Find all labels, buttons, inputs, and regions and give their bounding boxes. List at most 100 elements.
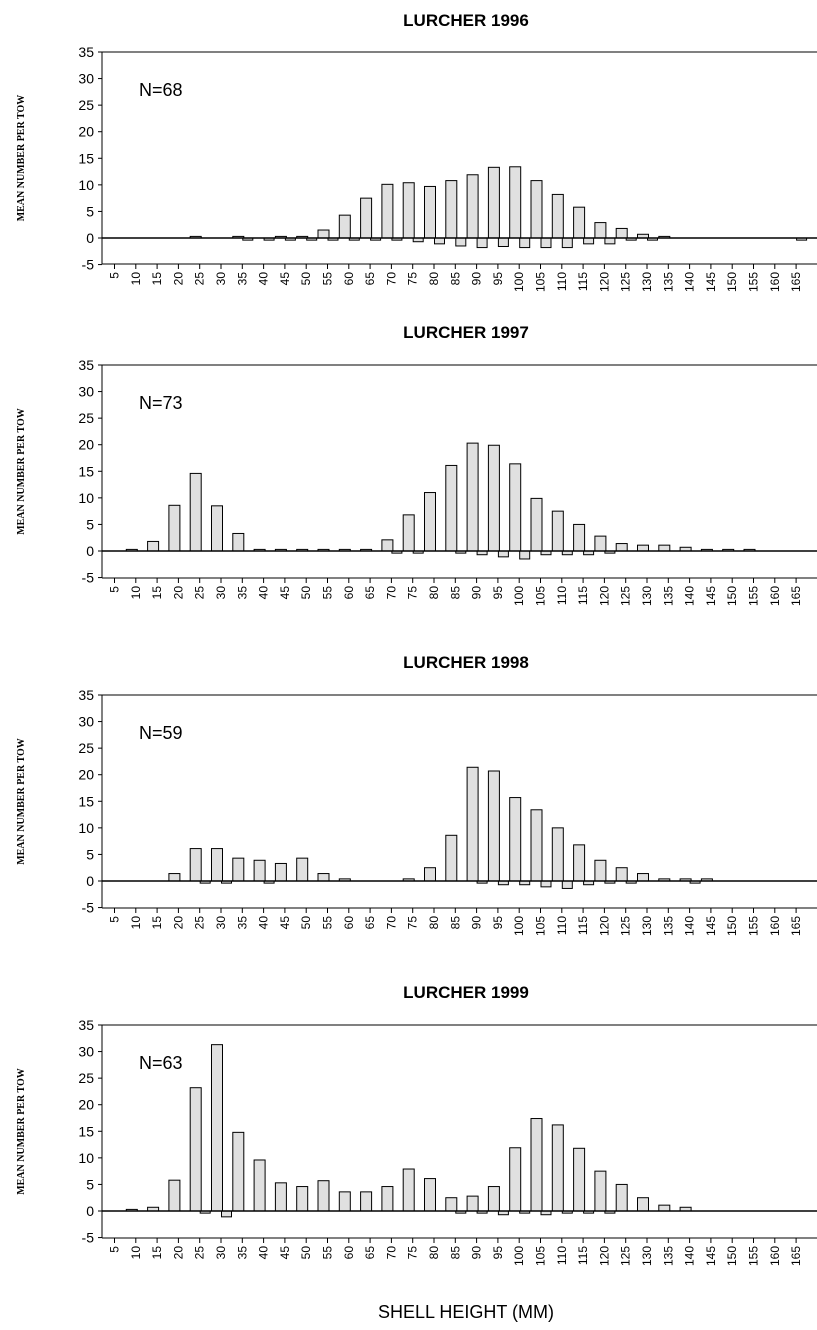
x-tick-label: 85 bbox=[448, 916, 462, 930]
x-tick-label: 10 bbox=[129, 272, 143, 286]
x-tick-label: 110 bbox=[555, 916, 569, 935]
x-tick-label: 145 bbox=[704, 586, 718, 606]
x-tick-label: 20 bbox=[171, 1246, 185, 1260]
x-tick-label: 135 bbox=[661, 272, 675, 292]
x-tick-label: 50 bbox=[299, 272, 313, 286]
x-tick-label: 125 bbox=[619, 916, 633, 936]
x-tick-label: 100 bbox=[512, 1246, 526, 1266]
x-axis-title: SHELL HEIGHT (MM) bbox=[378, 1302, 554, 1322]
bar bbox=[531, 181, 542, 238]
x-tick-label: 75 bbox=[406, 916, 420, 930]
x-tick-label: 95 bbox=[491, 916, 505, 930]
x-tick-label: 80 bbox=[427, 272, 441, 286]
sample-size-label: N=73 bbox=[139, 393, 183, 413]
bar bbox=[403, 183, 414, 238]
x-tick-label: 5 bbox=[108, 1246, 122, 1253]
bar bbox=[616, 868, 627, 881]
sample-size-label: N=63 bbox=[139, 1053, 183, 1073]
y-tick-label: 20 bbox=[78, 1097, 94, 1113]
chart-panel: LURCHER 1996 MEAN NUMBER PER TOW -5 0 5 10 15 2… bbox=[16, 11, 817, 292]
bar bbox=[498, 238, 508, 247]
x-tick-label: 55 bbox=[321, 272, 335, 286]
bar bbox=[339, 1192, 350, 1211]
bar bbox=[605, 238, 615, 244]
x-tick-label: 75 bbox=[406, 586, 420, 600]
bar bbox=[595, 223, 606, 238]
y-tick-label: 10 bbox=[78, 1150, 94, 1166]
x-tick-label: 65 bbox=[363, 586, 377, 600]
y-axis-label: MEAN NUMBER PER TOW bbox=[16, 1068, 27, 1195]
bar bbox=[361, 1192, 372, 1211]
x-tick-label: 125 bbox=[619, 272, 633, 292]
x-tick-label: 25 bbox=[193, 1246, 207, 1260]
y-tick-label: 15 bbox=[78, 463, 94, 479]
x-tick-label: 85 bbox=[448, 1246, 462, 1260]
y-tick-label: 20 bbox=[78, 437, 94, 453]
x-tick-label: 70 bbox=[384, 586, 398, 600]
y-tick-label: 15 bbox=[78, 150, 94, 166]
x-tick-label: 10 bbox=[129, 586, 143, 600]
chart-panel: LURCHER 1998 MEAN NUMBER PER TOW -5 0 5 10 15 2… bbox=[16, 653, 817, 936]
bar bbox=[510, 798, 521, 881]
bar bbox=[659, 1205, 670, 1211]
bar bbox=[382, 184, 393, 238]
bar bbox=[552, 194, 563, 238]
x-tick-label: 115 bbox=[576, 916, 590, 935]
y-tick-label: 10 bbox=[78, 820, 94, 836]
x-tick-label: 35 bbox=[235, 916, 249, 930]
y-tick-label: 25 bbox=[78, 410, 94, 426]
bar bbox=[488, 167, 499, 238]
bar bbox=[446, 1198, 457, 1211]
bar bbox=[595, 536, 606, 551]
bar bbox=[531, 1119, 542, 1211]
bar bbox=[190, 849, 201, 881]
y-tick-label: 0 bbox=[86, 1203, 94, 1219]
bar bbox=[574, 524, 585, 551]
bar bbox=[531, 498, 542, 551]
x-tick-label: 25 bbox=[193, 272, 207, 286]
bar bbox=[403, 515, 414, 551]
bar bbox=[467, 443, 478, 551]
bar bbox=[297, 858, 308, 881]
x-tick-label: 165 bbox=[789, 272, 803, 292]
bar bbox=[233, 1132, 244, 1211]
bar bbox=[446, 465, 457, 551]
x-tick-label: 165 bbox=[789, 916, 803, 936]
x-tick-label: 75 bbox=[406, 1246, 420, 1260]
bar bbox=[520, 238, 530, 248]
x-tick-label: 105 bbox=[534, 916, 548, 936]
bar bbox=[584, 238, 594, 244]
x-tick-label: 105 bbox=[534, 586, 548, 606]
bar bbox=[446, 835, 457, 881]
bar bbox=[467, 1196, 478, 1211]
bar bbox=[552, 511, 563, 551]
bar bbox=[275, 863, 286, 881]
bar bbox=[425, 1179, 436, 1211]
x-tick-label: 165 bbox=[789, 586, 803, 606]
x-tick-label: 30 bbox=[214, 586, 228, 600]
x-tick-label: 70 bbox=[384, 1246, 398, 1260]
y-tick-label: 10 bbox=[78, 177, 94, 193]
x-tick-label: 150 bbox=[725, 916, 739, 936]
x-tick-label: 160 bbox=[768, 272, 782, 292]
x-tick-label: 15 bbox=[150, 1246, 164, 1260]
x-tick-label: 45 bbox=[278, 272, 292, 286]
x-tick-label: 20 bbox=[171, 272, 185, 286]
bar bbox=[212, 849, 223, 881]
chart-panel: LURCHER 1997 MEAN NUMBER PER TOW -5 0 5 10 15 2… bbox=[16, 323, 817, 606]
x-tick-label: 125 bbox=[619, 586, 633, 606]
x-tick-label: 120 bbox=[597, 272, 611, 292]
bar bbox=[552, 1125, 563, 1211]
y-tick-label: -5 bbox=[82, 900, 95, 916]
chart-panel: LURCHER 1999 MEAN NUMBER PER TOW -5 0 5 10 15 2… bbox=[16, 983, 817, 1266]
bar bbox=[595, 860, 606, 881]
y-tick-label: 20 bbox=[78, 124, 94, 140]
y-tick-label: 10 bbox=[78, 490, 94, 506]
bar bbox=[382, 540, 393, 551]
x-tick-label: 45 bbox=[278, 586, 292, 600]
y-tick-label: 25 bbox=[78, 740, 94, 756]
x-tick-label: 120 bbox=[597, 916, 611, 936]
bar bbox=[318, 230, 329, 238]
y-tick-label: 0 bbox=[86, 543, 94, 559]
bar bbox=[297, 1187, 308, 1211]
